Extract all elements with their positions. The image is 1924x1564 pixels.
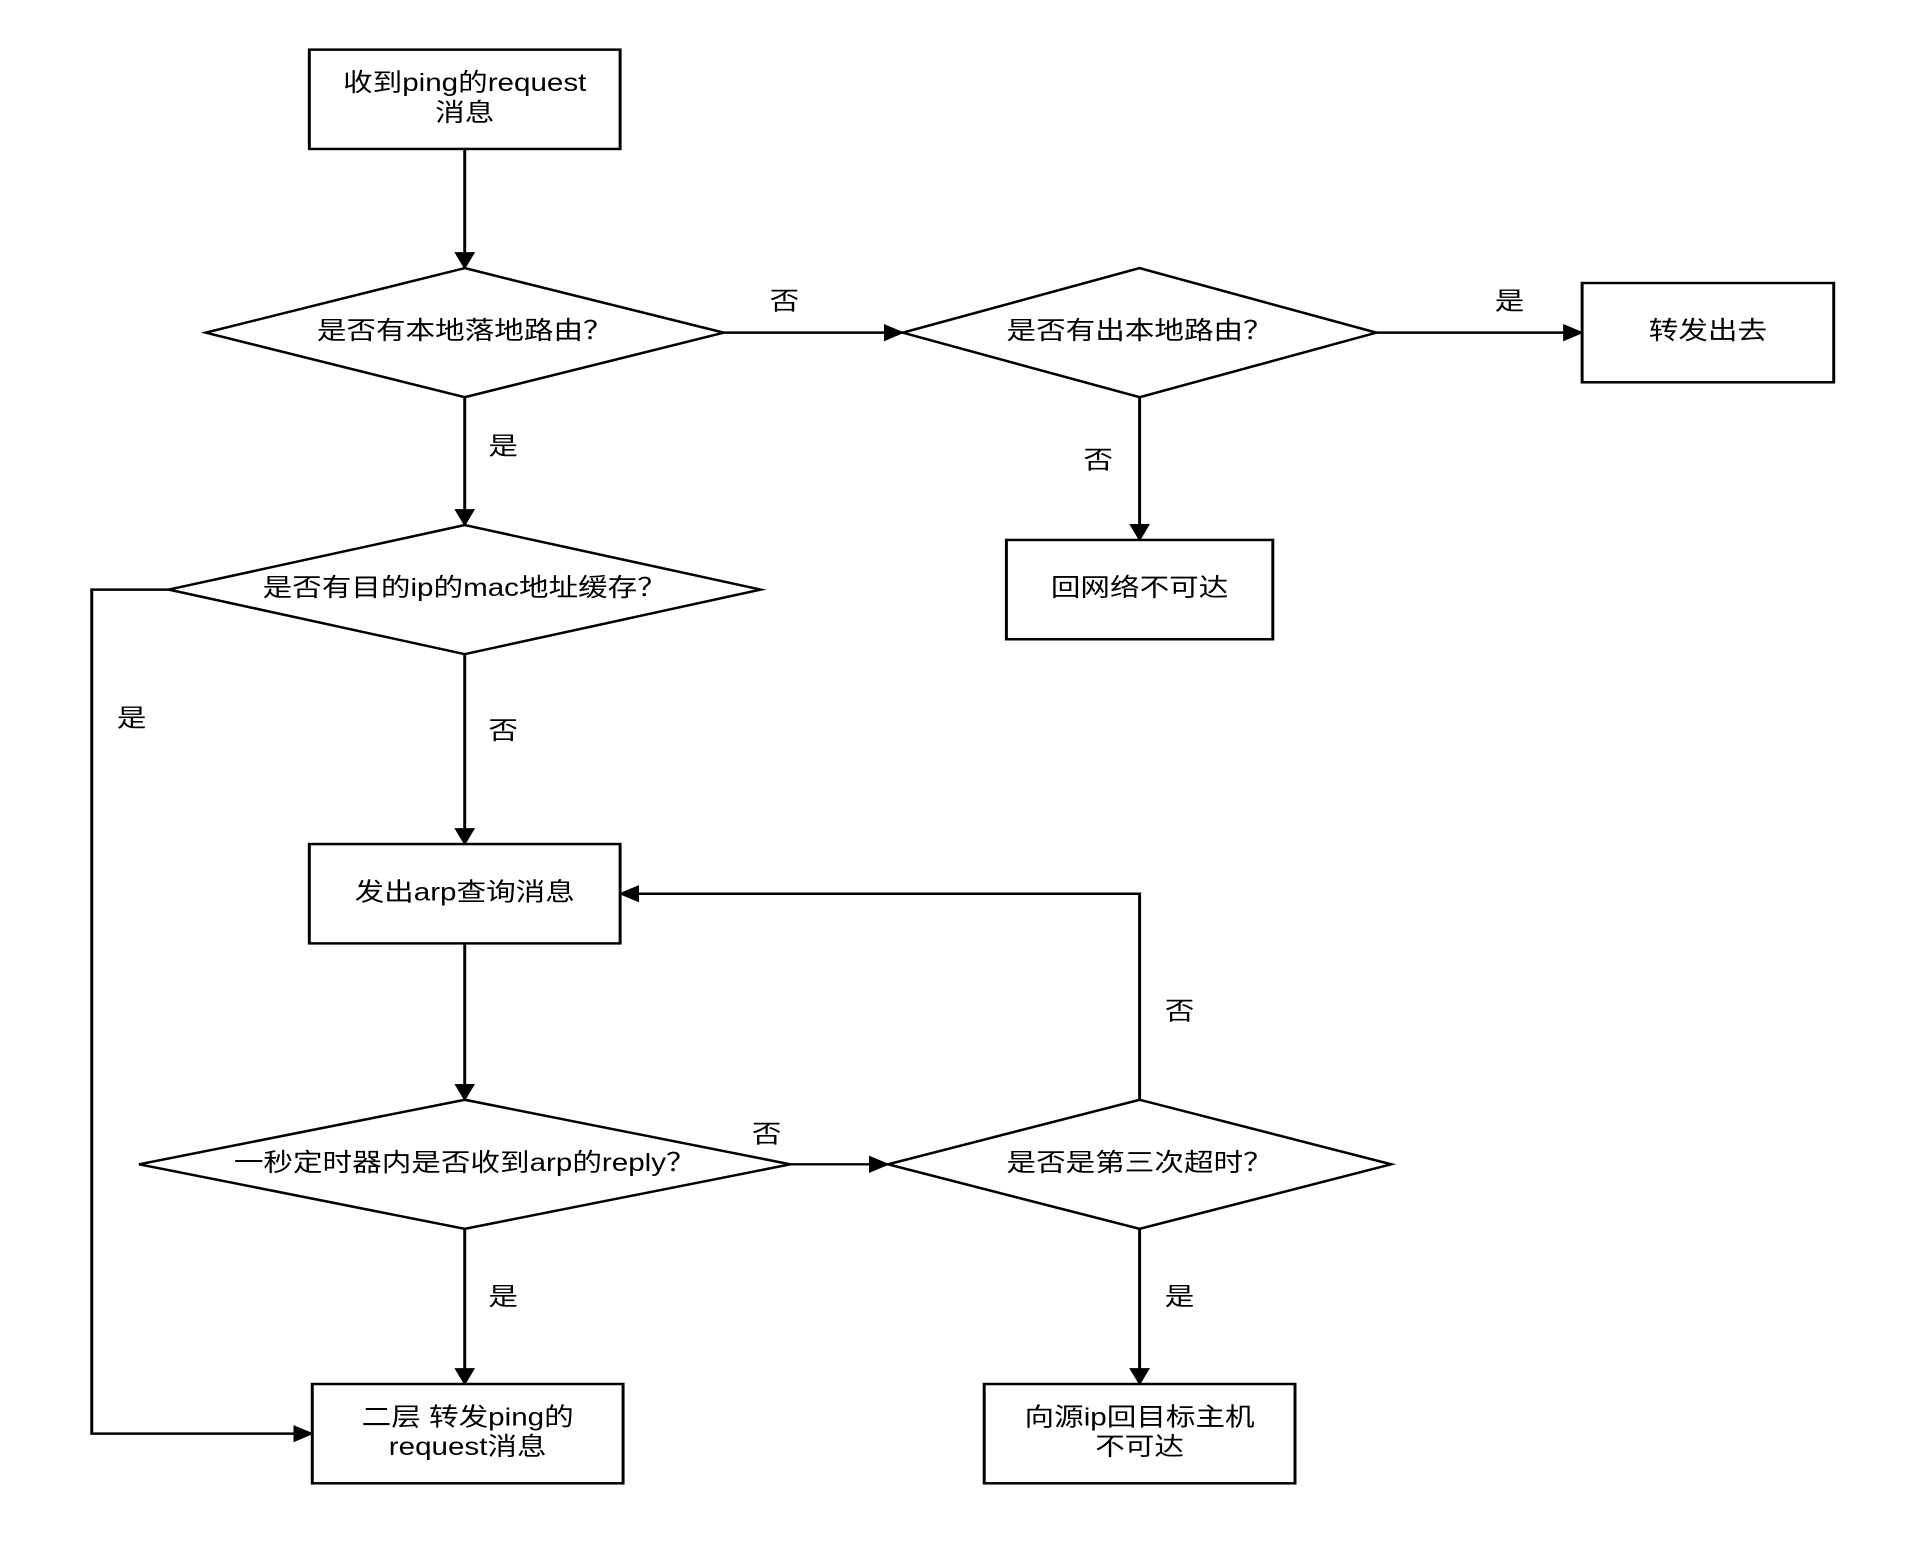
node-d_timer-label-line-0: 一秒定时器内是否收到arp的reply？ (234, 1148, 696, 1176)
node-unreach_net: 回网络不可达 (1006, 540, 1272, 639)
edge-label-d_local-to-d_out: 否 (770, 287, 800, 315)
node-d_local: 是否有本地落地路由？ (206, 268, 724, 397)
node-d_timer: 一秒定时器内是否收到arp的reply？ (139, 1100, 790, 1229)
node-forward-label-line-0: 转发出去 (1649, 317, 1767, 345)
edge-label-d_third-to-arp_query: 否 (1165, 997, 1195, 1025)
edge-d_third-to-arp_query (620, 894, 1139, 1100)
edge-label-d_timer-to-d_third: 否 (752, 1120, 782, 1148)
node-d_local-label-line-0: 是否有本地落地路由？ (317, 317, 613, 345)
node-l2_forward-label-line-0: 二层 转发ping的 (362, 1403, 574, 1431)
edge-label-d_out-to-forward: 是 (1495, 287, 1525, 315)
node-forward: 转发出去 (1582, 283, 1834, 382)
node-unreach_host-label-line-0: 向源ip回目标主机 (1025, 1403, 1255, 1431)
node-d_mac-label-line-0: 是否有目的ip的mac地址缓存？ (263, 573, 667, 601)
node-d_third: 是否是第三次超时？ (888, 1100, 1391, 1229)
edge-label-d_third-to-unreach_host: 是 (1165, 1282, 1195, 1310)
node-unreach_host-label-line-1: 不可达 (1095, 1432, 1184, 1460)
edge-label-d_local-to-d_mac: 是 (488, 432, 518, 460)
node-start-label-line-1: 消息 (435, 98, 494, 126)
node-start: 收到ping的request消息 (309, 50, 620, 149)
node-l2_forward: 二层 转发ping的request消息 (312, 1384, 623, 1483)
edge-label-d_mac-to-l2_forward: 是 (117, 704, 147, 732)
node-d_out: 是否有出本地路由？ (903, 268, 1377, 397)
node-arp_query: 发出arp查询消息 (309, 844, 620, 943)
node-d_mac: 是否有目的ip的mac地址缓存？ (169, 525, 761, 654)
node-arp_query-label-line-0: 发出arp查询消息 (355, 878, 575, 906)
node-unreach_host: 向源ip回目标主机不可达 (984, 1384, 1295, 1483)
node-l2_forward-label-line-1: request消息 (389, 1432, 547, 1460)
edge-label-d_timer-to-l2_forward: 是 (488, 1282, 518, 1310)
edge-label-d_mac-to-arp_query: 否 (488, 716, 518, 744)
edge-label-d_out-to-unreach_net: 否 (1083, 446, 1113, 474)
node-unreach_net-label-line-0: 回网络不可达 (1051, 573, 1228, 601)
node-start-label-line-0: 收到ping的request (343, 68, 587, 96)
node-d_out-label-line-0: 是否有出本地路由？ (1006, 317, 1272, 345)
node-d_third-label-line-0: 是否是第三次超时？ (1006, 1148, 1272, 1176)
